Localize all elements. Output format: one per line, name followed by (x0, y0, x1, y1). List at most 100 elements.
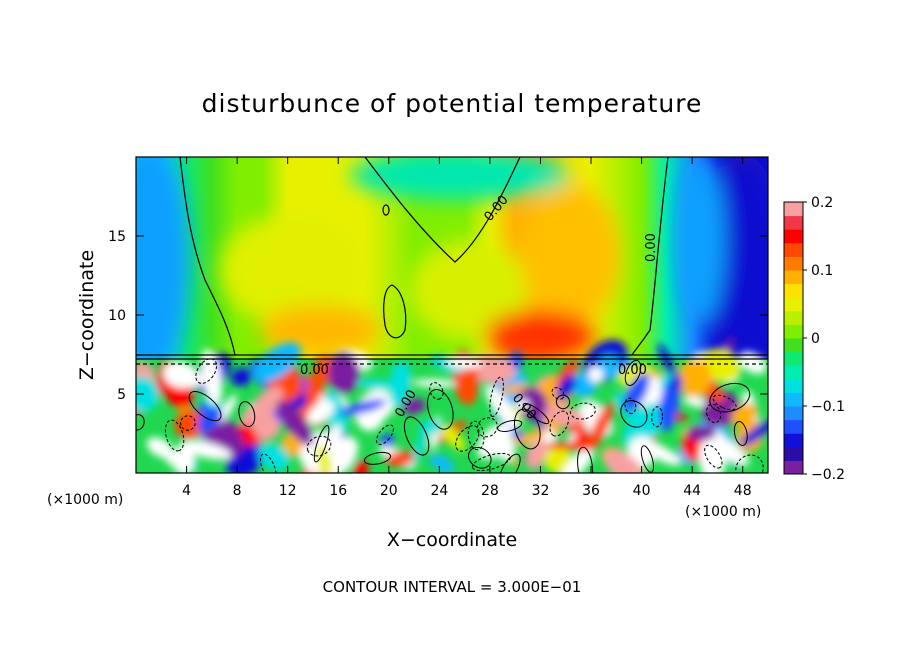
turbulence-contour (513, 408, 541, 450)
z-unit-label: (×1000 m) (47, 492, 123, 508)
turbulence-blob (622, 402, 666, 450)
colorbar-swatch (784, 446, 803, 461)
colorbar-tick-label: −0.2 (811, 467, 845, 483)
turbulence-blob (254, 342, 301, 383)
colorbar-swatch (784, 433, 803, 448)
turbulence-contour (733, 421, 748, 446)
turbulence-blob (704, 432, 750, 466)
turbulence-contour (164, 419, 185, 452)
x-tick-label: 44 (683, 483, 701, 499)
y-tick-label: 15 (108, 229, 126, 245)
upper-layer-features (136, 157, 768, 385)
x-axis-label: X−coordinate (387, 529, 517, 551)
y-axis-ticks: 5 10 15 (108, 229, 768, 403)
turbulence-contour (551, 387, 565, 400)
turbulence-blob (525, 439, 547, 470)
colorbar-swatch (784, 270, 803, 285)
turbulence-blob (446, 357, 482, 369)
turbulence-blob (276, 400, 314, 446)
colorbar-swatch (784, 365, 803, 380)
x-tick-label: 24 (430, 483, 448, 499)
turbulence-contour (640, 445, 655, 473)
contour-label: 0.00 (618, 363, 647, 378)
turbulence-blob (545, 418, 562, 435)
x-tick-label: 20 (380, 483, 398, 499)
turbulence-blob (658, 378, 680, 432)
colorbar-tick-label: 0.2 (811, 195, 833, 211)
turbulence-contour (426, 389, 454, 430)
turbulence-blob (353, 460, 369, 473)
turbulence-contour (555, 394, 571, 410)
turbulence-blob (200, 349, 223, 405)
colorbar-swatch (784, 378, 803, 393)
upper-red-core (485, 310, 595, 360)
turbulence-blob (338, 399, 387, 416)
contour-lines (136, 157, 768, 365)
x-tick-label: 4 (182, 483, 191, 499)
colorbar-swatch (784, 406, 803, 421)
contour-label: 0.00 (644, 233, 659, 262)
colorbar-tick-label: 0 (811, 331, 820, 347)
colorbar-swatch (784, 215, 803, 230)
colorbar-swatch (784, 202, 803, 217)
colorbar-swatch (784, 283, 803, 298)
plot-area (136, 157, 768, 473)
turbulence-blob (623, 373, 650, 413)
x-tick-label: 28 (481, 483, 499, 499)
turbulence-contour (376, 424, 394, 445)
contour-zero-right (631, 157, 669, 356)
y-axis-label: Z−coordinate (76, 250, 98, 380)
turbulence-blob (146, 437, 174, 459)
chart-title: disturbunce of potential temperature (202, 89, 703, 118)
turbulence-blob (180, 440, 232, 460)
turbulence-contour (704, 444, 723, 469)
turbulence-contour (497, 419, 523, 432)
turbulence-blob (658, 343, 677, 379)
turbulence-blob (218, 394, 237, 423)
turbulence-contour (180, 415, 196, 431)
contour-zero-island (383, 284, 407, 339)
turbulence-blob (738, 351, 767, 375)
turbulence-blob (438, 423, 466, 451)
contour-zero-center (364, 157, 521, 263)
turbulence-blob (701, 390, 740, 428)
turbulence-contour (471, 452, 511, 472)
turbulence-contour (577, 446, 594, 473)
contour-zero-dot (382, 204, 390, 216)
colorbar-swatch (784, 256, 803, 271)
turbulence-blob (570, 372, 597, 398)
x-tick-label: 40 (633, 483, 651, 499)
turbulence-blobs (136, 336, 768, 473)
turbulence-contour (313, 424, 330, 463)
turbulence-blob (588, 366, 604, 384)
x-tick-label: 32 (532, 483, 550, 499)
turbulence-contour (468, 446, 492, 469)
turbulence-blob (587, 402, 614, 452)
turbulence-blob (401, 398, 426, 415)
colorbar-tick-label: −0.1 (811, 399, 845, 415)
x-tick-label: 48 (734, 483, 752, 499)
turbulence-blob (316, 445, 332, 473)
x-tick-label: 16 (329, 483, 347, 499)
turbulence-contour (259, 453, 277, 473)
turbulence-contour (306, 435, 332, 457)
turbulence-blob (163, 361, 198, 389)
y-tick-label: 5 (117, 387, 126, 403)
colorbar-swatch (784, 310, 803, 325)
colorbar-swatch (784, 351, 803, 366)
turbulence-blob (328, 351, 360, 394)
colorbar-ticks: −0.2 −0.1 0 0.1 0.2 (803, 195, 845, 483)
x-tick-label: 36 (582, 483, 600, 499)
upper-yellow-center (410, 240, 530, 340)
turbulence-contour (238, 401, 256, 428)
x-unit-label: (×1000 m) (685, 504, 761, 520)
turbulence-contour (403, 416, 430, 456)
x-tick-label: 8 (233, 483, 242, 499)
turbulence-blob (231, 368, 252, 387)
upper-blue-right-inner (675, 157, 725, 325)
turbulence-blob (677, 358, 712, 398)
y-tick-label: 10 (108, 308, 126, 324)
turbulence-blob (252, 412, 281, 440)
turbulence-blob (385, 451, 416, 467)
turbulence-contour (620, 400, 648, 428)
